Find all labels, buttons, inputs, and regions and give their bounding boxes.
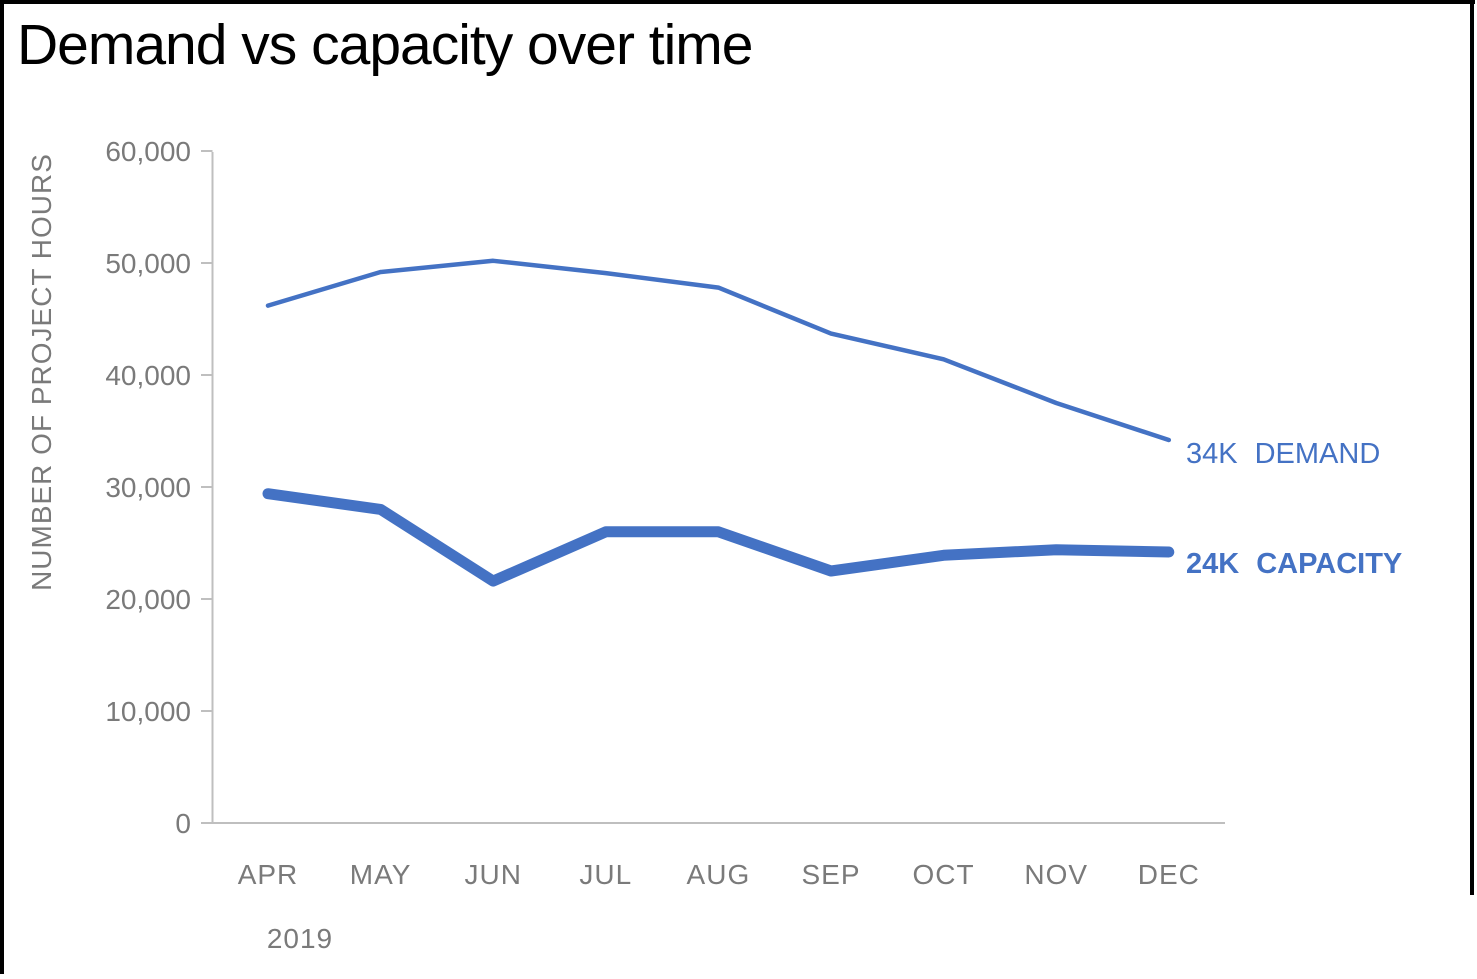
x-tick-label: MAY: [350, 859, 412, 890]
y-tick-label: 20,000: [105, 584, 191, 615]
y-tick-label: 50,000: [105, 248, 191, 279]
frame-border-right: [1470, 0, 1474, 895]
x-tick-label: JUL: [579, 859, 632, 890]
demand-end-value: 34K: [1186, 438, 1238, 470]
chart-title: Demand vs capacity over time: [17, 13, 753, 77]
x-tick-label: OCT: [913, 859, 975, 890]
capacity-end-value: 24K: [1186, 548, 1240, 580]
frame-border-left: [0, 0, 4, 974]
x-tick-label: SEP: [801, 859, 860, 890]
x-tick-label: AUG: [687, 859, 751, 890]
capacity-series-label: 24K CAPACITY: [1186, 548, 1402, 581]
x-tick-label: JUN: [464, 859, 521, 890]
y-tick-label: 0: [175, 808, 191, 839]
y-tick-label: 60,000: [105, 136, 191, 167]
frame-border-top: [0, 0, 1475, 4]
x-tick-label: DEC: [1138, 859, 1200, 890]
x-axis-year-label: 2019: [267, 923, 333, 954]
y-tick-label: 30,000: [105, 472, 191, 503]
y-tick-label: 10,000: [105, 696, 191, 727]
x-tick-label: APR: [238, 859, 299, 890]
y-tick-label: 40,000: [105, 360, 191, 391]
demand-series-name: DEMAND: [1254, 438, 1381, 470]
capacity-series-name: CAPACITY: [1256, 548, 1403, 580]
x-tick-label: NOV: [1024, 859, 1088, 890]
demand-line: [265, 258, 1172, 443]
demand-series-label: 34K DEMAND: [1186, 438, 1380, 471]
capacity-line: [262, 488, 1175, 587]
